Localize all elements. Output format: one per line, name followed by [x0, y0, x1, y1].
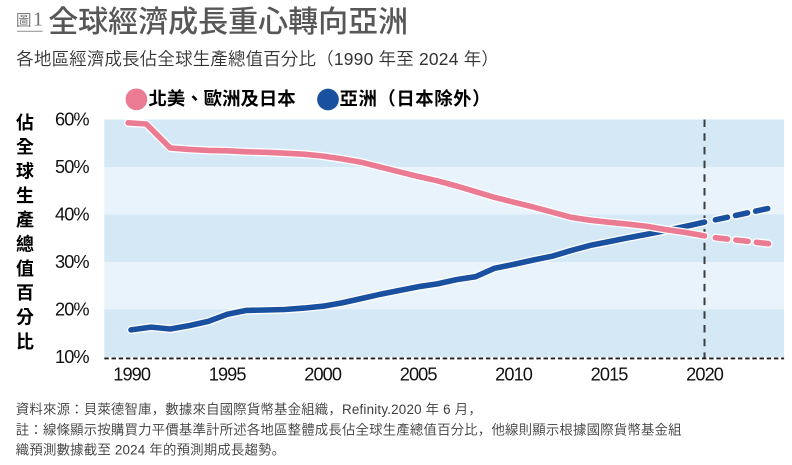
svg-text:全: 全 — [16, 133, 34, 159]
svg-text:北美、歐洲及日本: 北美、歐洲及日本 — [149, 85, 296, 111]
svg-text:1995: 1995 — [209, 364, 247, 384]
svg-text:60%: 60% — [55, 110, 89, 130]
svg-text:各地區經濟成長佔全球生產總值百分比（1990 年至 2024: 各地區經濟成長佔全球生產總值百分比（1990 年至 2024 年） — [16, 46, 499, 71]
svg-text:40%: 40% — [55, 205, 89, 225]
svg-text:20%: 20% — [55, 300, 89, 320]
svg-text:50%: 50% — [55, 157, 89, 177]
svg-text:亞洲（日本除外）: 亞洲（日本除外） — [340, 85, 492, 111]
svg-text:2010: 2010 — [495, 364, 533, 384]
svg-text:值: 值 — [16, 255, 34, 281]
svg-text:圖: 圖 — [16, 9, 32, 31]
svg-text:球: 球 — [16, 158, 34, 184]
svg-text:織預測數據截至 2024 年的預測期成長趨勢。: 織預測數據截至 2024 年的預測期成長趨勢。 — [16, 438, 285, 458]
svg-text:2020: 2020 — [686, 364, 724, 384]
svg-text:產: 產 — [16, 206, 34, 232]
svg-text:生: 生 — [16, 182, 34, 208]
svg-text:10%: 10% — [55, 347, 89, 367]
svg-text:分: 分 — [16, 304, 34, 330]
svg-text:2015: 2015 — [591, 364, 629, 384]
svg-text:30%: 30% — [55, 252, 89, 272]
svg-text:2005: 2005 — [400, 364, 438, 384]
svg-text:1: 1 — [33, 9, 43, 31]
svg-text:全球經濟成長重心轉向亞洲: 全球經濟成長重心轉向亞洲 — [48, 0, 408, 41]
svg-text:2000: 2000 — [304, 364, 342, 384]
svg-text:總: 總 — [16, 231, 34, 257]
svg-text:註：線條顯示按購買力平價基準計所述各地區整體成長佔全球生產總: 註：線條顯示按購買力平價基準計所述各地區整體成長佔全球生產總值百分比，他線則顯示… — [16, 419, 682, 439]
svg-text:1990: 1990 — [113, 364, 151, 384]
svg-text:比: 比 — [16, 328, 34, 354]
svg-text:百: 百 — [16, 279, 34, 305]
svg-text:資料來源：貝萊德智庫，數據來自國際貨幣基金組織，Refini: 資料來源：貝萊德智庫，數據來自國際貨幣基金組織，Refinity.2020 年 … — [16, 398, 482, 418]
svg-text:佔: 佔 — [16, 109, 34, 135]
